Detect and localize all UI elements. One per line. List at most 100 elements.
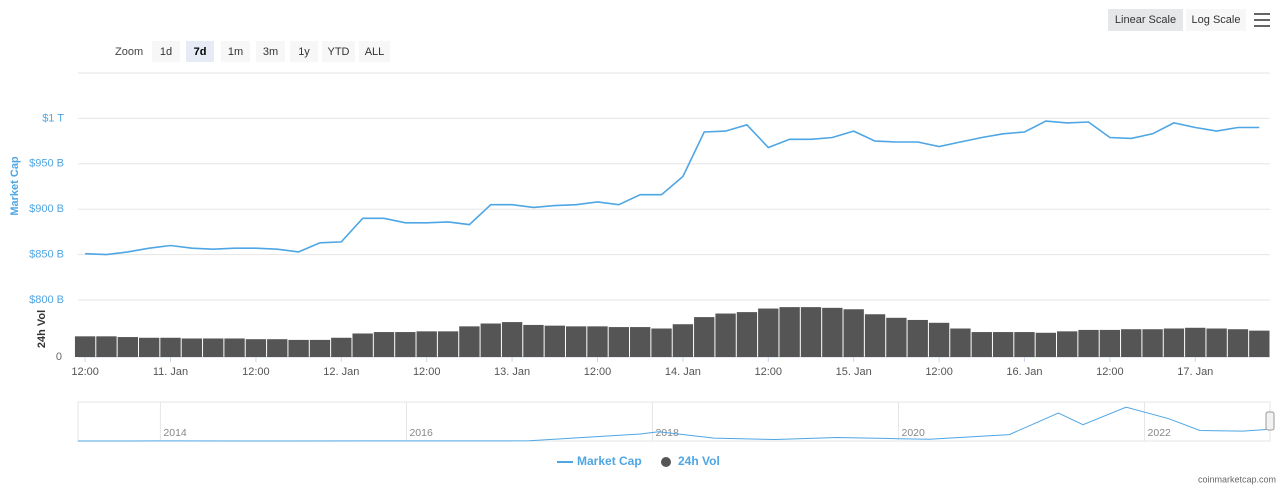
volume-bar bbox=[694, 317, 715, 357]
volume-bar bbox=[1035, 332, 1057, 357]
volume-bar bbox=[1078, 329, 1099, 357]
zoom-button[interactable] bbox=[152, 41, 180, 62]
volume-bar bbox=[523, 324, 544, 357]
volume-bar bbox=[1227, 329, 1249, 357]
y2-tick-label: 0 bbox=[56, 351, 62, 363]
volume-bar bbox=[331, 337, 352, 357]
volume-bar bbox=[352, 333, 373, 357]
volume-bar bbox=[459, 326, 480, 357]
volume-bar bbox=[672, 324, 694, 357]
volume-bar bbox=[1057, 331, 1078, 357]
volume-bar bbox=[117, 337, 138, 357]
y2-axis-label: 24h Vol bbox=[36, 310, 48, 348]
x-tick-label: 12:00 bbox=[1096, 366, 1124, 378]
scale-button-label[interactable]: Log Scale bbox=[1192, 14, 1241, 26]
x-tick-label: 12:00 bbox=[755, 366, 783, 378]
scale-button[interactable] bbox=[1108, 9, 1183, 31]
volume-bar bbox=[1014, 332, 1035, 357]
volume-bar bbox=[544, 325, 565, 357]
volume-bar bbox=[630, 327, 651, 357]
navigator-tick-label: 2016 bbox=[409, 427, 433, 439]
x-tick-label: 11. Jan bbox=[153, 366, 188, 378]
zoom-button-label[interactable]: 1m bbox=[228, 46, 243, 58]
volume-bar bbox=[971, 332, 992, 357]
volume-bar bbox=[651, 328, 672, 357]
zoom-button-label[interactable]: 1y bbox=[298, 46, 310, 58]
zoom-button-label[interactable]: 7d bbox=[194, 46, 207, 58]
volume-bar bbox=[267, 339, 288, 357]
navigator-line bbox=[77, 406, 1271, 442]
volume-bar bbox=[309, 339, 331, 357]
volume-bar bbox=[608, 327, 630, 357]
volume-bar bbox=[74, 336, 96, 357]
x-tick-label: 12:00 bbox=[413, 366, 441, 378]
zoom-button[interactable] bbox=[290, 41, 318, 62]
volume-bar bbox=[245, 339, 267, 357]
volume-bar bbox=[758, 308, 779, 357]
x-tick-label: 15. Jan bbox=[836, 366, 872, 378]
volume-bar bbox=[779, 307, 800, 357]
navigator-handle[interactable] bbox=[1265, 411, 1275, 431]
volume-bar bbox=[437, 331, 459, 357]
scale-button-label[interactable]: Linear Scale bbox=[1115, 14, 1176, 26]
x-tick-label: 12:00 bbox=[242, 366, 270, 378]
zoom-button[interactable] bbox=[359, 41, 390, 62]
zoom-button[interactable] bbox=[322, 41, 355, 62]
volume-bar bbox=[395, 332, 416, 357]
zoom-button-label[interactable]: 3m bbox=[263, 46, 278, 58]
menu-bar[interactable] bbox=[1254, 13, 1270, 15]
volume-bar bbox=[96, 336, 117, 357]
volume-bar bbox=[565, 326, 587, 357]
volume-bar bbox=[1099, 329, 1121, 357]
volume-bar bbox=[843, 309, 864, 357]
volume-bar bbox=[160, 337, 181, 357]
menu-bar[interactable] bbox=[1254, 19, 1270, 21]
navigator-tick-label: 2022 bbox=[1148, 427, 1172, 439]
y-tick-label: $950 B bbox=[29, 158, 64, 170]
y-axis-label: Market Cap bbox=[9, 156, 21, 216]
navigator-tick-label: 2014 bbox=[163, 427, 187, 439]
zoom-button-label[interactable]: ALL bbox=[365, 46, 385, 58]
volume-bar bbox=[800, 307, 822, 357]
zoom-button[interactable] bbox=[256, 41, 285, 62]
volume-bar bbox=[907, 319, 928, 357]
zoom-button[interactable] bbox=[186, 41, 214, 62]
zoom-button-label[interactable]: YTD bbox=[328, 46, 350, 58]
scale-button[interactable] bbox=[1186, 9, 1246, 31]
legend-dot bbox=[661, 457, 671, 467]
volume-bar bbox=[138, 337, 160, 357]
volume-bar bbox=[928, 322, 950, 357]
legend-label: Market Cap bbox=[577, 454, 642, 468]
volume-bar bbox=[224, 338, 245, 357]
volume-bar bbox=[1249, 330, 1270, 357]
hamburger[interactable] bbox=[1254, 13, 1270, 27]
x-tick-label: 12:00 bbox=[71, 366, 99, 378]
x-tick-label: 12. Jan bbox=[323, 366, 359, 378]
menu-bar[interactable] bbox=[1254, 25, 1270, 27]
y-tick-label: $1 T bbox=[42, 112, 64, 124]
market-cap-line bbox=[85, 120, 1260, 256]
legend-label: 24h Vol bbox=[678, 454, 720, 468]
zoom-label: Zoom bbox=[115, 46, 143, 58]
volume-bar bbox=[1185, 327, 1206, 357]
volume-bar bbox=[1142, 329, 1163, 357]
volume-bar bbox=[373, 332, 395, 357]
volume-bar bbox=[950, 328, 971, 357]
volume-bar bbox=[203, 338, 224, 357]
volume-bar bbox=[992, 332, 1014, 357]
volume-bar bbox=[1163, 328, 1185, 357]
volume-bar bbox=[1206, 328, 1227, 357]
volume-bar bbox=[736, 312, 758, 357]
volume-bar bbox=[288, 339, 309, 357]
volume-bar bbox=[715, 313, 736, 357]
zoom-button[interactable] bbox=[221, 41, 250, 62]
y-tick-label: $800 B bbox=[29, 294, 64, 306]
volume-bar bbox=[480, 323, 501, 357]
y-tick-label: $900 B bbox=[29, 203, 64, 215]
volume-bar bbox=[501, 322, 523, 357]
volume-bar bbox=[416, 331, 437, 357]
zoom-button-label[interactable]: 1d bbox=[160, 46, 172, 58]
x-tick-label: 16. Jan bbox=[1006, 366, 1042, 378]
